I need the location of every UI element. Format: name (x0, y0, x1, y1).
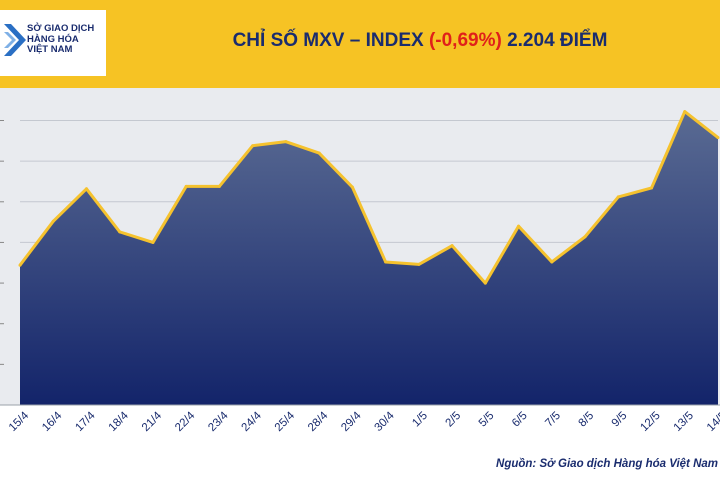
x-tick-label: 18/4 (107, 409, 132, 434)
x-tick-label: 2/5 (444, 410, 464, 430)
x-tick-label: 8/5 (576, 410, 596, 430)
data-point (384, 260, 388, 264)
data-point (317, 151, 321, 155)
x-tick-label: 22/4 (173, 409, 198, 434)
x-tick-label: 9/5 (610, 410, 630, 430)
data-point (716, 136, 720, 140)
data-point (251, 144, 255, 148)
data-point (284, 140, 288, 144)
data-point (517, 224, 521, 228)
data-point (616, 195, 620, 199)
data-point (583, 235, 587, 239)
x-tick-label: 13/5 (672, 410, 696, 434)
logo-text: SỞ GIAO DỊCH HÀNG HÓA VIỆT NAM (27, 23, 105, 56)
x-tick-label: 14/5 (705, 410, 720, 434)
data-point (217, 184, 221, 188)
header-bar (0, 0, 720, 88)
x-tick-label: 1/5 (410, 410, 430, 430)
logo: SỞ GIAO DỊCH HÀNG HÓA VIỆT NAM (0, 10, 106, 76)
logo-line-2: HÀNG HÓA (27, 33, 79, 45)
x-tick-label: 21/4 (140, 409, 165, 434)
x-tick-label: 30/4 (373, 409, 398, 434)
data-point (184, 184, 188, 188)
data-point (650, 186, 654, 190)
logo-line-3: VIỆT NAM (27, 44, 73, 55)
x-tick-label: 23/4 (206, 409, 231, 434)
title-prefix: CHỈ SỐ MXV – INDEX (232, 30, 429, 51)
title-change: (-0,69%) (428, 30, 502, 51)
data-point (18, 263, 22, 267)
source-note: Nguồn: Sở Giao dịch Hàng hóa Việt Nam (496, 458, 718, 470)
x-tick-label: 12/5 (638, 410, 662, 434)
data-point (350, 185, 354, 189)
x-tick-label: 16/4 (40, 409, 65, 434)
x-tick-label: 7/5 (543, 410, 563, 430)
data-point (151, 240, 155, 244)
x-tick-label: 24/4 (240, 409, 265, 434)
logo-chevron-icon (4, 24, 26, 56)
area-fill (20, 111, 718, 406)
data-point (483, 281, 487, 285)
chart-title: CHỈ SỐ MXV – INDEX (-0,69%) 2.204 ĐIỂM (120, 30, 720, 60)
data-point (84, 187, 88, 191)
data-point (417, 262, 421, 266)
x-tick-label: 17/4 (73, 409, 98, 434)
series-line (18, 110, 719, 285)
data-point (118, 230, 122, 234)
title-suffix: 2.204 ĐIỂM (501, 30, 608, 51)
x-tick-label: 5/5 (477, 410, 497, 430)
x-tick-label: 15/4 (7, 409, 32, 434)
x-tick-label: 29/4 (339, 409, 364, 434)
logo-line-1: SỞ GIAO DỊCH (27, 23, 95, 34)
data-point (51, 219, 55, 223)
x-tick-label: 28/4 (306, 409, 331, 434)
x-tick-label: 25/4 (273, 409, 298, 434)
data-point (683, 110, 687, 114)
data-point (550, 260, 554, 264)
x-tick-label: 6/5 (510, 410, 530, 430)
data-point (450, 244, 454, 248)
